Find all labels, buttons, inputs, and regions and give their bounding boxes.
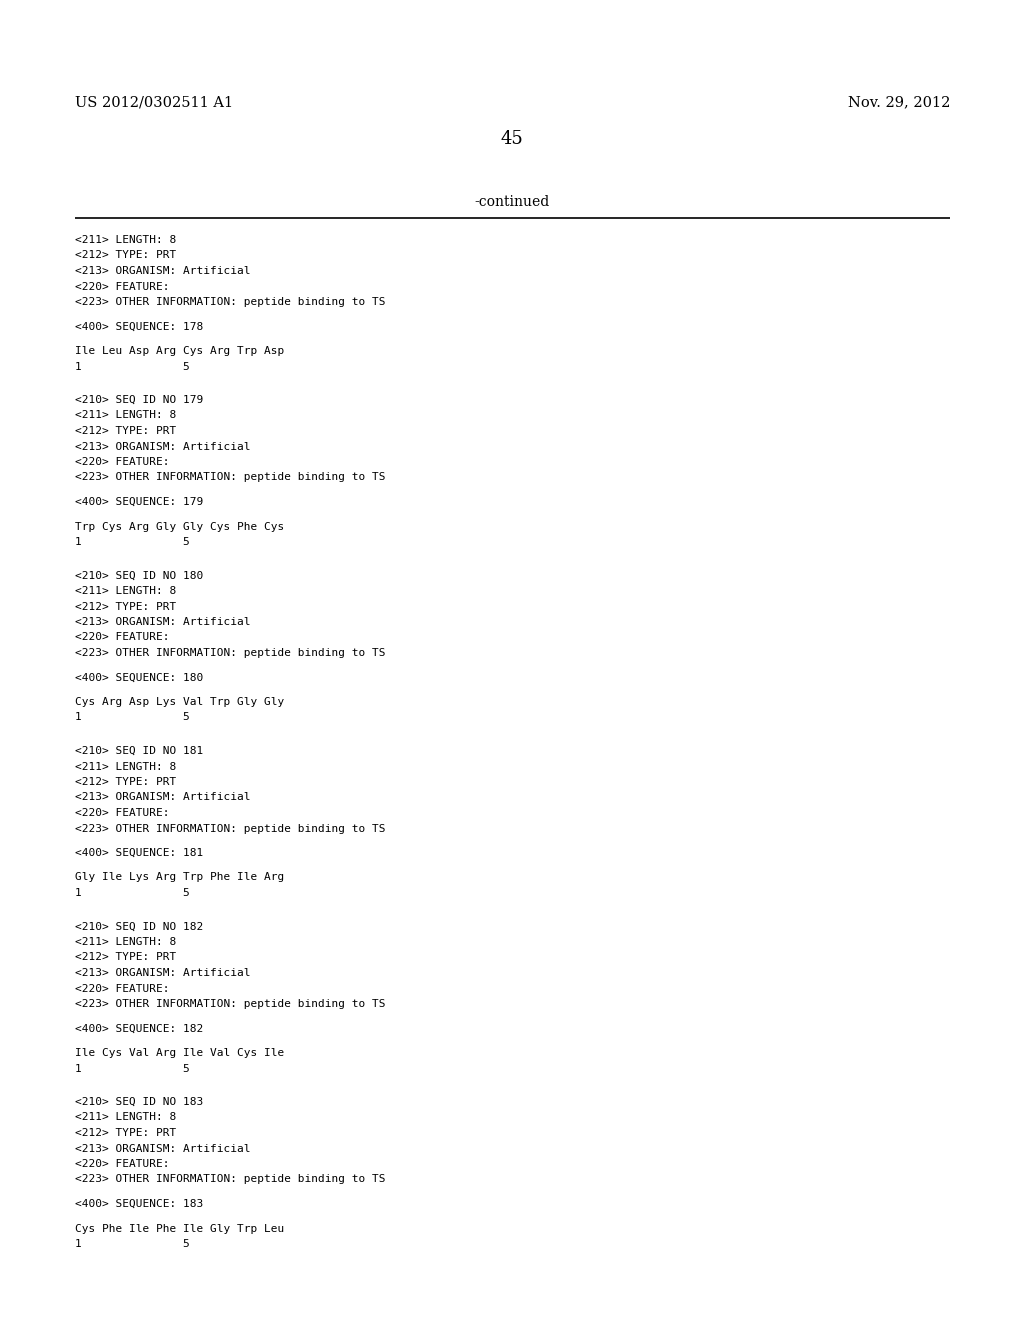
Text: <223> OTHER INFORMATION: peptide binding to TS: <223> OTHER INFORMATION: peptide binding… xyxy=(75,1175,385,1184)
Text: 1               5: 1 5 xyxy=(75,713,189,722)
Text: <210> SEQ ID NO 181: <210> SEQ ID NO 181 xyxy=(75,746,203,756)
Text: <212> TYPE: PRT: <212> TYPE: PRT xyxy=(75,777,176,787)
Text: US 2012/0302511 A1: US 2012/0302511 A1 xyxy=(75,95,233,110)
Text: <213> ORGANISM: Artificial: <213> ORGANISM: Artificial xyxy=(75,792,251,803)
Text: <220> FEATURE:: <220> FEATURE: xyxy=(75,457,170,467)
Text: <220> FEATURE:: <220> FEATURE: xyxy=(75,808,170,818)
Text: <223> OTHER INFORMATION: peptide binding to TS: <223> OTHER INFORMATION: peptide binding… xyxy=(75,999,385,1008)
Text: <220> FEATURE:: <220> FEATURE: xyxy=(75,1159,170,1170)
Text: <400> SEQUENCE: 180: <400> SEQUENCE: 180 xyxy=(75,672,203,682)
Text: Cys Phe Ile Phe Ile Gly Trp Leu: Cys Phe Ile Phe Ile Gly Trp Leu xyxy=(75,1224,285,1233)
Text: <210> SEQ ID NO 180: <210> SEQ ID NO 180 xyxy=(75,570,203,581)
Text: <400> SEQUENCE: 181: <400> SEQUENCE: 181 xyxy=(75,847,203,858)
Text: Nov. 29, 2012: Nov. 29, 2012 xyxy=(848,95,950,110)
Text: <211> LENGTH: 8: <211> LENGTH: 8 xyxy=(75,235,176,246)
Text: <212> TYPE: PRT: <212> TYPE: PRT xyxy=(75,1129,176,1138)
Text: <400> SEQUENCE: 182: <400> SEQUENCE: 182 xyxy=(75,1023,203,1034)
Text: 1               5: 1 5 xyxy=(75,1239,189,1249)
Text: 1               5: 1 5 xyxy=(75,888,189,898)
Text: <210> SEQ ID NO 182: <210> SEQ ID NO 182 xyxy=(75,921,203,932)
Text: <223> OTHER INFORMATION: peptide binding to TS: <223> OTHER INFORMATION: peptide binding… xyxy=(75,297,385,308)
Text: <211> LENGTH: 8: <211> LENGTH: 8 xyxy=(75,937,176,946)
Text: <220> FEATURE:: <220> FEATURE: xyxy=(75,281,170,292)
Text: 1               5: 1 5 xyxy=(75,1064,189,1073)
Text: <220> FEATURE:: <220> FEATURE: xyxy=(75,632,170,643)
Text: <210> SEQ ID NO 183: <210> SEQ ID NO 183 xyxy=(75,1097,203,1107)
Text: <213> ORGANISM: Artificial: <213> ORGANISM: Artificial xyxy=(75,616,251,627)
Text: <211> LENGTH: 8: <211> LENGTH: 8 xyxy=(75,762,176,771)
Text: <213> ORGANISM: Artificial: <213> ORGANISM: Artificial xyxy=(75,441,251,451)
Text: 45: 45 xyxy=(501,129,523,148)
Text: <212> TYPE: PRT: <212> TYPE: PRT xyxy=(75,953,176,962)
Text: <210> SEQ ID NO 179: <210> SEQ ID NO 179 xyxy=(75,395,203,405)
Text: <223> OTHER INFORMATION: peptide binding to TS: <223> OTHER INFORMATION: peptide binding… xyxy=(75,824,385,833)
Text: 1               5: 1 5 xyxy=(75,362,189,371)
Text: <213> ORGANISM: Artificial: <213> ORGANISM: Artificial xyxy=(75,267,251,276)
Text: <213> ORGANISM: Artificial: <213> ORGANISM: Artificial xyxy=(75,1143,251,1154)
Text: -continued: -continued xyxy=(474,195,550,209)
Text: <211> LENGTH: 8: <211> LENGTH: 8 xyxy=(75,586,176,597)
Text: Gly Ile Lys Arg Trp Phe Ile Arg: Gly Ile Lys Arg Trp Phe Ile Arg xyxy=(75,873,285,883)
Text: <212> TYPE: PRT: <212> TYPE: PRT xyxy=(75,251,176,260)
Text: <223> OTHER INFORMATION: peptide binding to TS: <223> OTHER INFORMATION: peptide binding… xyxy=(75,473,385,483)
Text: <223> OTHER INFORMATION: peptide binding to TS: <223> OTHER INFORMATION: peptide binding… xyxy=(75,648,385,657)
Text: <400> SEQUENCE: 179: <400> SEQUENCE: 179 xyxy=(75,498,203,507)
Text: <400> SEQUENCE: 178: <400> SEQUENCE: 178 xyxy=(75,322,203,331)
Text: <212> TYPE: PRT: <212> TYPE: PRT xyxy=(75,426,176,436)
Text: Cys Arg Asp Lys Val Trp Gly Gly: Cys Arg Asp Lys Val Trp Gly Gly xyxy=(75,697,285,708)
Text: <400> SEQUENCE: 183: <400> SEQUENCE: 183 xyxy=(75,1199,203,1209)
Text: <213> ORGANISM: Artificial: <213> ORGANISM: Artificial xyxy=(75,968,251,978)
Text: Ile Cys Val Arg Ile Val Cys Ile: Ile Cys Val Arg Ile Val Cys Ile xyxy=(75,1048,285,1059)
Text: <211> LENGTH: 8: <211> LENGTH: 8 xyxy=(75,1113,176,1122)
Text: Ile Leu Asp Arg Cys Arg Trp Asp: Ile Leu Asp Arg Cys Arg Trp Asp xyxy=(75,346,285,356)
Text: 1               5: 1 5 xyxy=(75,537,189,546)
Text: <212> TYPE: PRT: <212> TYPE: PRT xyxy=(75,602,176,611)
Text: <220> FEATURE:: <220> FEATURE: xyxy=(75,983,170,994)
Text: Trp Cys Arg Gly Gly Cys Phe Cys: Trp Cys Arg Gly Gly Cys Phe Cys xyxy=(75,521,285,532)
Text: <211> LENGTH: 8: <211> LENGTH: 8 xyxy=(75,411,176,421)
